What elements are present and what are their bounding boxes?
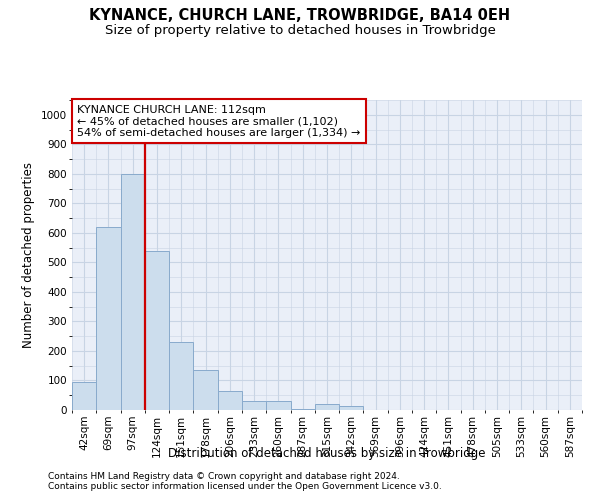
Bar [339,406,364,410]
Bar [169,342,193,410]
Text: Contains HM Land Registry data © Crown copyright and database right 2024.: Contains HM Land Registry data © Crown c… [48,472,400,481]
Y-axis label: Number of detached properties: Number of detached properties [22,162,35,348]
Bar [315,404,339,410]
Bar [121,174,145,410]
Text: Distribution of detached houses by size in Trowbridge: Distribution of detached houses by size … [168,448,486,460]
Bar [96,227,121,410]
Bar [145,250,169,410]
Text: KYNANCE CHURCH LANE: 112sqm
← 45% of detached houses are smaller (1,102)
54% of : KYNANCE CHURCH LANE: 112sqm ← 45% of det… [77,104,361,138]
Bar [218,391,242,410]
Bar [72,382,96,410]
Bar [290,408,315,410]
Text: Size of property relative to detached houses in Trowbridge: Size of property relative to detached ho… [104,24,496,37]
Text: Contains public sector information licensed under the Open Government Licence v3: Contains public sector information licen… [48,482,442,491]
Bar [266,401,290,410]
Bar [193,370,218,410]
Text: KYNANCE, CHURCH LANE, TROWBRIDGE, BA14 0EH: KYNANCE, CHURCH LANE, TROWBRIDGE, BA14 0… [89,8,511,22]
Bar [242,401,266,410]
